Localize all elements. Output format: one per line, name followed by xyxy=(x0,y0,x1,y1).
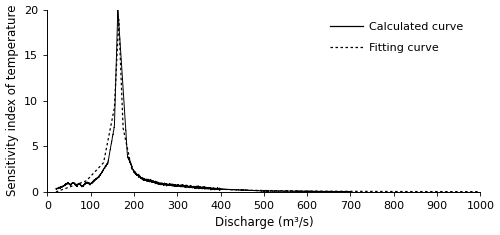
Fitting curve xyxy=(235,189,241,192)
Calculated curve xyxy=(346,190,352,193)
Fitting curve xyxy=(362,190,368,193)
Fitting curve xyxy=(464,190,470,193)
Calculated curve xyxy=(104,163,110,166)
Line: Fitting curve: Fitting curve xyxy=(56,20,480,192)
Fitting curve xyxy=(444,190,450,193)
Y-axis label: Sensitivity index of temperature: Sensitivity index of temperature xyxy=(6,5,18,196)
Legend: Calculated curve, Fitting curve: Calculated curve, Fitting curve xyxy=(326,19,466,57)
Fitting curve xyxy=(478,190,484,193)
Calculated curve xyxy=(166,184,172,187)
Calculated curve xyxy=(178,183,184,186)
Calculated curve xyxy=(348,190,354,193)
Fitting curve xyxy=(254,189,260,192)
Calculated curve xyxy=(53,187,59,190)
X-axis label: Discharge (m³/s): Discharge (m³/s) xyxy=(214,216,313,229)
Calculated curve xyxy=(86,183,92,185)
Fitting curve xyxy=(53,190,59,193)
Calculated curve xyxy=(115,9,121,12)
Calculated curve xyxy=(310,190,316,193)
Calculated curve xyxy=(342,190,348,193)
Fitting curve xyxy=(116,18,122,21)
Fitting curve xyxy=(232,188,237,191)
Line: Calculated curve: Calculated curve xyxy=(56,10,350,192)
